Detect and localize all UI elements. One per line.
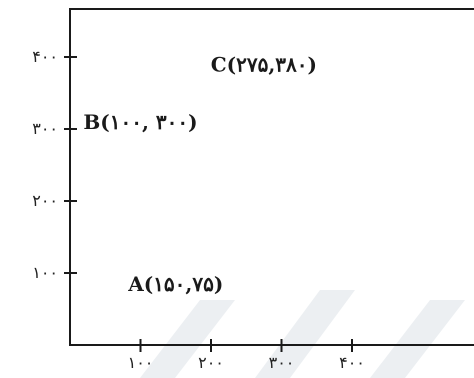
point-labels: A(۱۵۰,۷۵) B(۱۰۰, ۳۰۰) C(۲۷۵,۳۸۰) [83,52,317,296]
plot-frame [69,8,474,346]
y-tick-label: ۴۰۰ [32,47,58,66]
axes [69,8,474,346]
watermark [140,290,465,378]
x-tick-label: ۲۰۰ [198,353,224,372]
y-tick-label: ۳۰۰ [32,119,58,138]
x-tick-label: ۳۰۰ [269,353,295,372]
point-label-b: B(۱۰۰, ۳۰۰) [83,110,197,134]
point-label-c: C(۲۷۵,۳۸۰) [211,52,317,76]
x-tick-label: ۱۰۰ [128,353,154,372]
y-tick-label: ۲۰۰ [32,191,58,210]
point-label-a: A(۱۵۰,۷۵) [127,272,223,296]
y-tick-label: ۱۰۰ [32,263,58,282]
watermark-stripe [255,290,355,378]
watermark-stripe [140,300,235,378]
watermark-stripe [370,300,465,378]
ticks: ۱۰۰ ۲۰۰ ۳۰۰ ۴۰۰ ۱۰۰ ۲۰۰ ۳۰۰ ۴۰۰ [32,47,365,372]
x-tick-label: ۴۰۰ [339,353,365,372]
